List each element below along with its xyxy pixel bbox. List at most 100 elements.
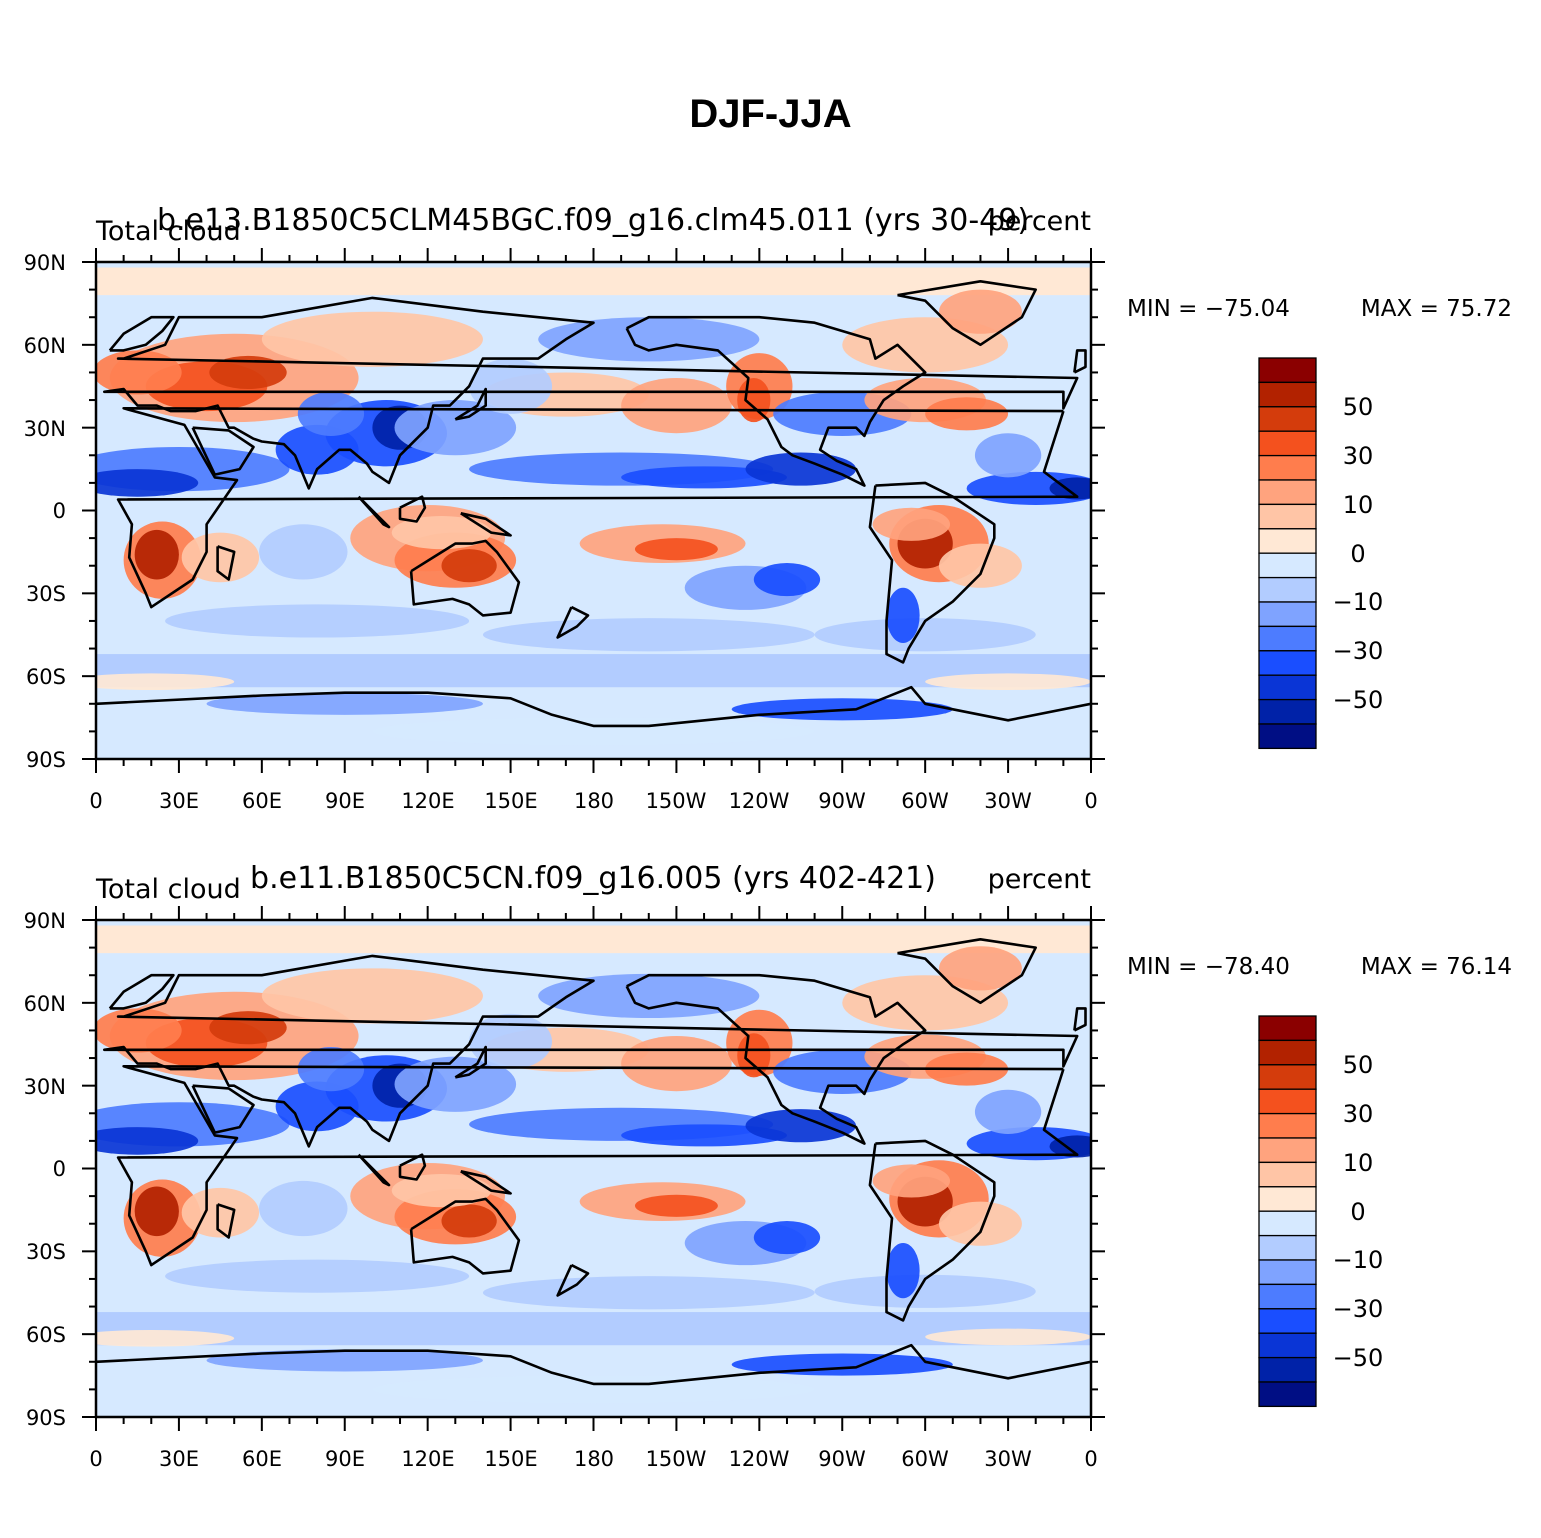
coastline (460, 512, 512, 537)
lat-label: 0 (53, 499, 66, 523)
coastline (357, 1153, 391, 1187)
contour-region (482, 618, 815, 652)
contour-region (165, 1259, 470, 1293)
colorbar-label: −50 (1333, 1344, 1384, 1372)
contour-region (621, 466, 787, 489)
coastline (556, 605, 590, 639)
lon-label: 60W (901, 789, 949, 813)
coastline (191, 426, 255, 476)
colorbar-swatch (1258, 1015, 1317, 1042)
contour-region (974, 433, 1042, 478)
contour-region (441, 1204, 497, 1238)
coastline (460, 1170, 512, 1195)
contour-region (753, 1220, 821, 1255)
lon-label: 60E (242, 789, 282, 813)
contour-region (938, 543, 1022, 588)
lat-label: 30N (24, 417, 66, 441)
contour-region (394, 400, 517, 456)
contour-region (814, 618, 1036, 652)
contour-region (737, 377, 771, 423)
lon-label: 90E (325, 789, 365, 813)
colorbar-swatch (1258, 723, 1317, 750)
coastline (556, 1263, 590, 1297)
lon-label: 150W (646, 789, 707, 813)
colorbar-swatch (1258, 503, 1317, 530)
contour-region (259, 1180, 348, 1237)
colorbar-swatch (1258, 650, 1317, 676)
contour-region (634, 1194, 718, 1217)
coastline (398, 1153, 427, 1181)
contour-region (391, 1174, 492, 1208)
colorbar-label: 30 (1343, 1100, 1374, 1128)
contour-region (886, 1243, 920, 1299)
colorbar-swatch (1258, 552, 1317, 579)
lon-label: 0 (1084, 1447, 1097, 1471)
contour-region (391, 516, 492, 550)
colorbar-swatch (1258, 1356, 1317, 1383)
field-band (96, 1312, 1091, 1346)
lat-label: 60N (24, 992, 66, 1016)
lon-label: 120W (729, 789, 790, 813)
lat-label: 30S (26, 1240, 66, 1264)
colorbar-label: 10 (1343, 491, 1374, 519)
coastline (868, 1139, 996, 1322)
contour-region (96, 350, 182, 395)
colorbar-swatch (1258, 1259, 1317, 1286)
contour-region (814, 1274, 1036, 1308)
lon-tick-labels: 0 30E 60E 90E 120E 150E 180 150W 120W 90… (89, 789, 1097, 813)
lat-label: 30S (26, 582, 66, 606)
colorbar-label: −50 (1333, 686, 1384, 714)
colorbar-label: −30 (1333, 1295, 1384, 1323)
lon-label: 90E (325, 1447, 365, 1471)
coastline (398, 495, 427, 523)
coastline (357, 495, 391, 529)
contour-region (259, 524, 348, 580)
lon-label: 90W (818, 1447, 866, 1471)
lat-tick-labels: 90N 60N 30N 0 30S 60S 90S (24, 909, 66, 1430)
units-label: percent (988, 864, 1091, 895)
lon-label: 30W (984, 789, 1032, 813)
coastline (103, 296, 1079, 490)
lon-label: 30W (984, 1447, 1032, 1471)
lon-label: 150W (646, 1447, 707, 1471)
colorbar-swatch (1258, 1332, 1317, 1359)
contour-region (372, 717, 815, 746)
coastline (625, 315, 927, 487)
contour-region (482, 1276, 815, 1310)
colorbar-swatch (1258, 601, 1317, 628)
contour-region (134, 1186, 179, 1237)
contour-region (469, 358, 553, 414)
coastline (116, 1065, 1079, 1267)
contour-region (925, 673, 1091, 690)
coastline (116, 407, 1079, 609)
field-band (96, 925, 1091, 954)
contour-region (96, 469, 199, 497)
contour-region (938, 946, 1022, 991)
coastlines (96, 938, 1091, 1386)
contour-region (372, 1375, 815, 1404)
contour-region (872, 507, 951, 541)
lon-label: 120E (401, 1447, 454, 1471)
contour-region (134, 529, 179, 580)
contour-region (209, 1011, 287, 1045)
cloud-difference-field (96, 920, 1091, 1417)
colorbar (1258, 1015, 1317, 1408)
lat-label: 90S (26, 748, 66, 772)
axis-ticks (82, 248, 1105, 773)
colorbar-labels: 50 30 10 0 −10 −30 −50 (1333, 1051, 1384, 1372)
contour-region (925, 1328, 1091, 1346)
colorbar-label: 0 (1350, 1198, 1365, 1226)
contour-region (206, 1349, 483, 1372)
contour-region (634, 538, 718, 561)
lon-label: 180 (574, 1447, 614, 1471)
colorbar-swatch (1258, 1161, 1317, 1188)
coastline (216, 1203, 236, 1239)
coastline (454, 387, 487, 421)
contour-region (165, 604, 470, 638)
contour-region (745, 452, 857, 486)
colorbar-swatch (1258, 1308, 1317, 1334)
coastline (625, 973, 927, 1145)
lat-label: 60S (26, 1323, 66, 1347)
lon-label: 90W (818, 789, 866, 813)
colorbar-swatch (1258, 1088, 1317, 1115)
